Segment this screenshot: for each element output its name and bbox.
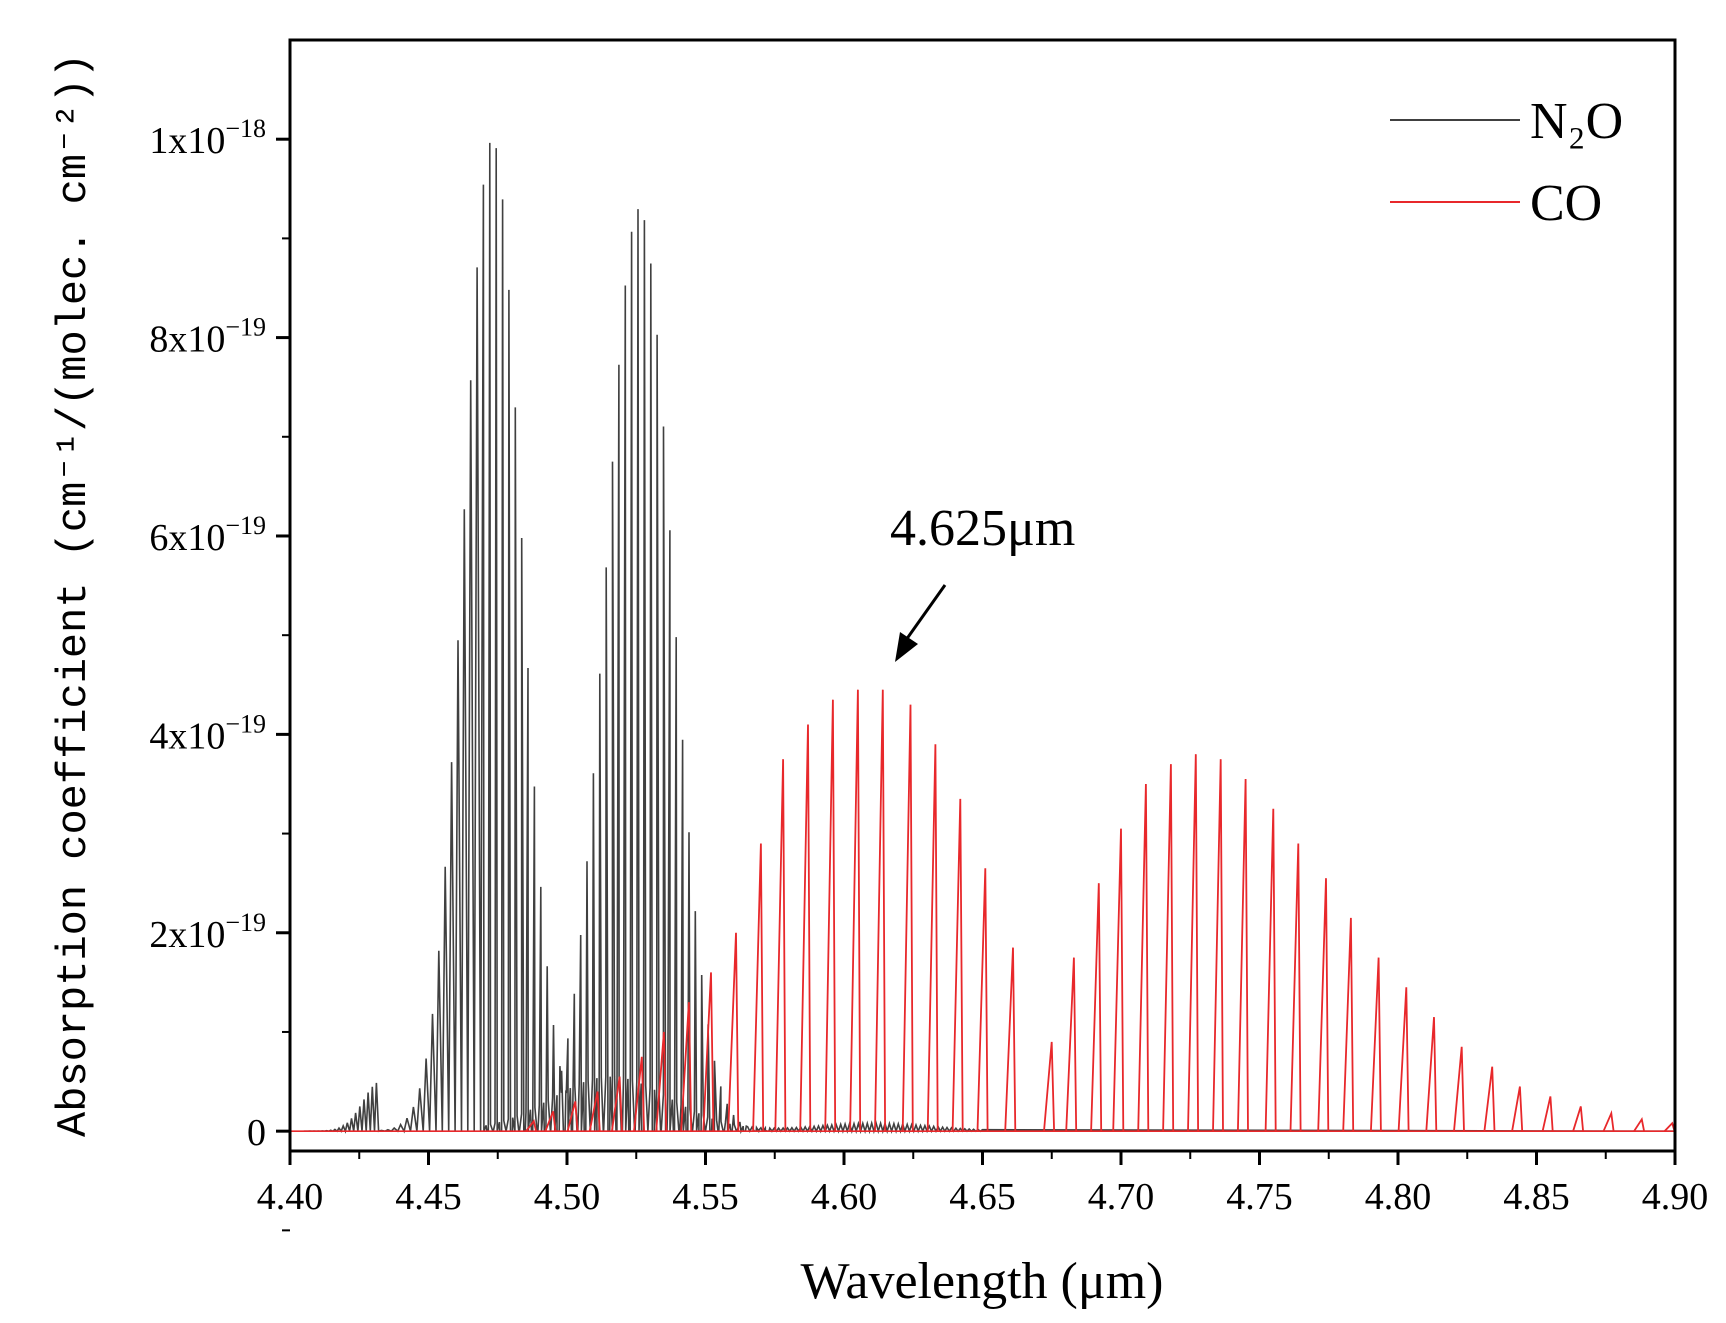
y-axis: 0 2x10−19 4x10−19 6x10−19 8x10−19 1x10−18 [149, 114, 290, 1232]
co-line [1425, 1017, 1438, 1132]
y-tick-label: 0 [247, 1112, 266, 1154]
co-line [1633, 1116, 1645, 1132]
y-tick-label: 8x10−19 [149, 313, 266, 361]
co-line [1187, 754, 1199, 1132]
x-tick-label: 4.70 [1088, 1176, 1155, 1218]
co-line [1397, 987, 1410, 1132]
co-line [901, 704, 914, 1132]
co-line [611, 1076, 623, 1132]
y-axis-title: Absorption coefficient (cm⁻¹/(molec. cm⁻… [50, 53, 98, 1137]
co-line [799, 724, 812, 1132]
x-tick-label: 4.45 [395, 1176, 462, 1218]
co-line [1483, 1066, 1496, 1132]
co-line [566, 1101, 579, 1132]
co-line [1212, 759, 1224, 1132]
y-tick-label: 2x10−19 [149, 908, 266, 956]
x-tick-label: 4.55 [672, 1176, 739, 1218]
annotation-arrow-head [895, 632, 918, 662]
x-tick-label: 4.80 [1365, 1176, 1432, 1218]
x-tick-label: 4.85 [1503, 1176, 1570, 1218]
co-line [1162, 764, 1175, 1132]
x-tick-label: 4.90 [1642, 1176, 1709, 1218]
co-line [655, 1031, 668, 1132]
legend-label-co: CO [1530, 175, 1602, 232]
co-line [976, 868, 989, 1132]
co-line [951, 798, 964, 1132]
x-tick-label: 4.65 [949, 1176, 1016, 1218]
co-line [1663, 1121, 1675, 1132]
x-axis-title: Wavelength (μm) [800, 1253, 1163, 1310]
series-layer [290, 142, 1675, 1135]
annotation: 4.625μm [890, 500, 1075, 662]
co-line [544, 1110, 557, 1132]
x-tick-label: 4.40 [257, 1176, 324, 1218]
co-line [1453, 1046, 1465, 1132]
co-line [1264, 808, 1277, 1132]
y-tick-label: 4x10−19 [149, 709, 266, 757]
co-line [1043, 1041, 1055, 1132]
co-line [1137, 783, 1150, 1132]
co-line [824, 699, 837, 1132]
x-axis: 4.40 4.45 4.50 4.55 4.60 4.65 4.70 4.75 4.80 4.85… [257, 1151, 1709, 1218]
co-line [1237, 778, 1249, 1132]
co-line [680, 1002, 693, 1132]
legend-label-n2o: N₂O [1530, 93, 1623, 150]
co-line [1004, 947, 1017, 1132]
co-line [1090, 883, 1103, 1132]
co-line [702, 972, 715, 1132]
co-line [1342, 917, 1355, 1132]
co-line [633, 1056, 645, 1132]
legend: N₂O CO [1390, 93, 1623, 232]
series-co [290, 689, 1675, 1132]
y-tick-label: 6x10−19 [149, 511, 266, 559]
x-tick-label: 4.60 [811, 1176, 878, 1218]
co-line [1602, 1109, 1615, 1132]
co-line [1370, 957, 1382, 1132]
co-line [1572, 1106, 1584, 1132]
co-line [752, 843, 765, 1132]
co-line [525, 1119, 537, 1132]
x-tick-label: 4.75 [1226, 1176, 1293, 1218]
x-tick-label: 4.50 [534, 1176, 601, 1218]
co-line [874, 689, 886, 1132]
co-line [1511, 1086, 1524, 1132]
co-line [926, 744, 939, 1132]
co-line [1112, 828, 1125, 1132]
co-line [1541, 1096, 1554, 1132]
co-line [774, 759, 787, 1132]
annotation-arrow-shaft [904, 584, 947, 641]
co-line [1317, 878, 1330, 1132]
annotation-label: 4.625μm [890, 500, 1075, 557]
co-line [588, 1091, 601, 1132]
co-line [1065, 957, 1078, 1132]
series-n2o [303, 142, 1675, 1135]
y-tick-label: 1x10−18 [149, 114, 266, 162]
co-line [849, 689, 862, 1132]
co-line [1289, 843, 1302, 1132]
co-line [727, 932, 740, 1132]
